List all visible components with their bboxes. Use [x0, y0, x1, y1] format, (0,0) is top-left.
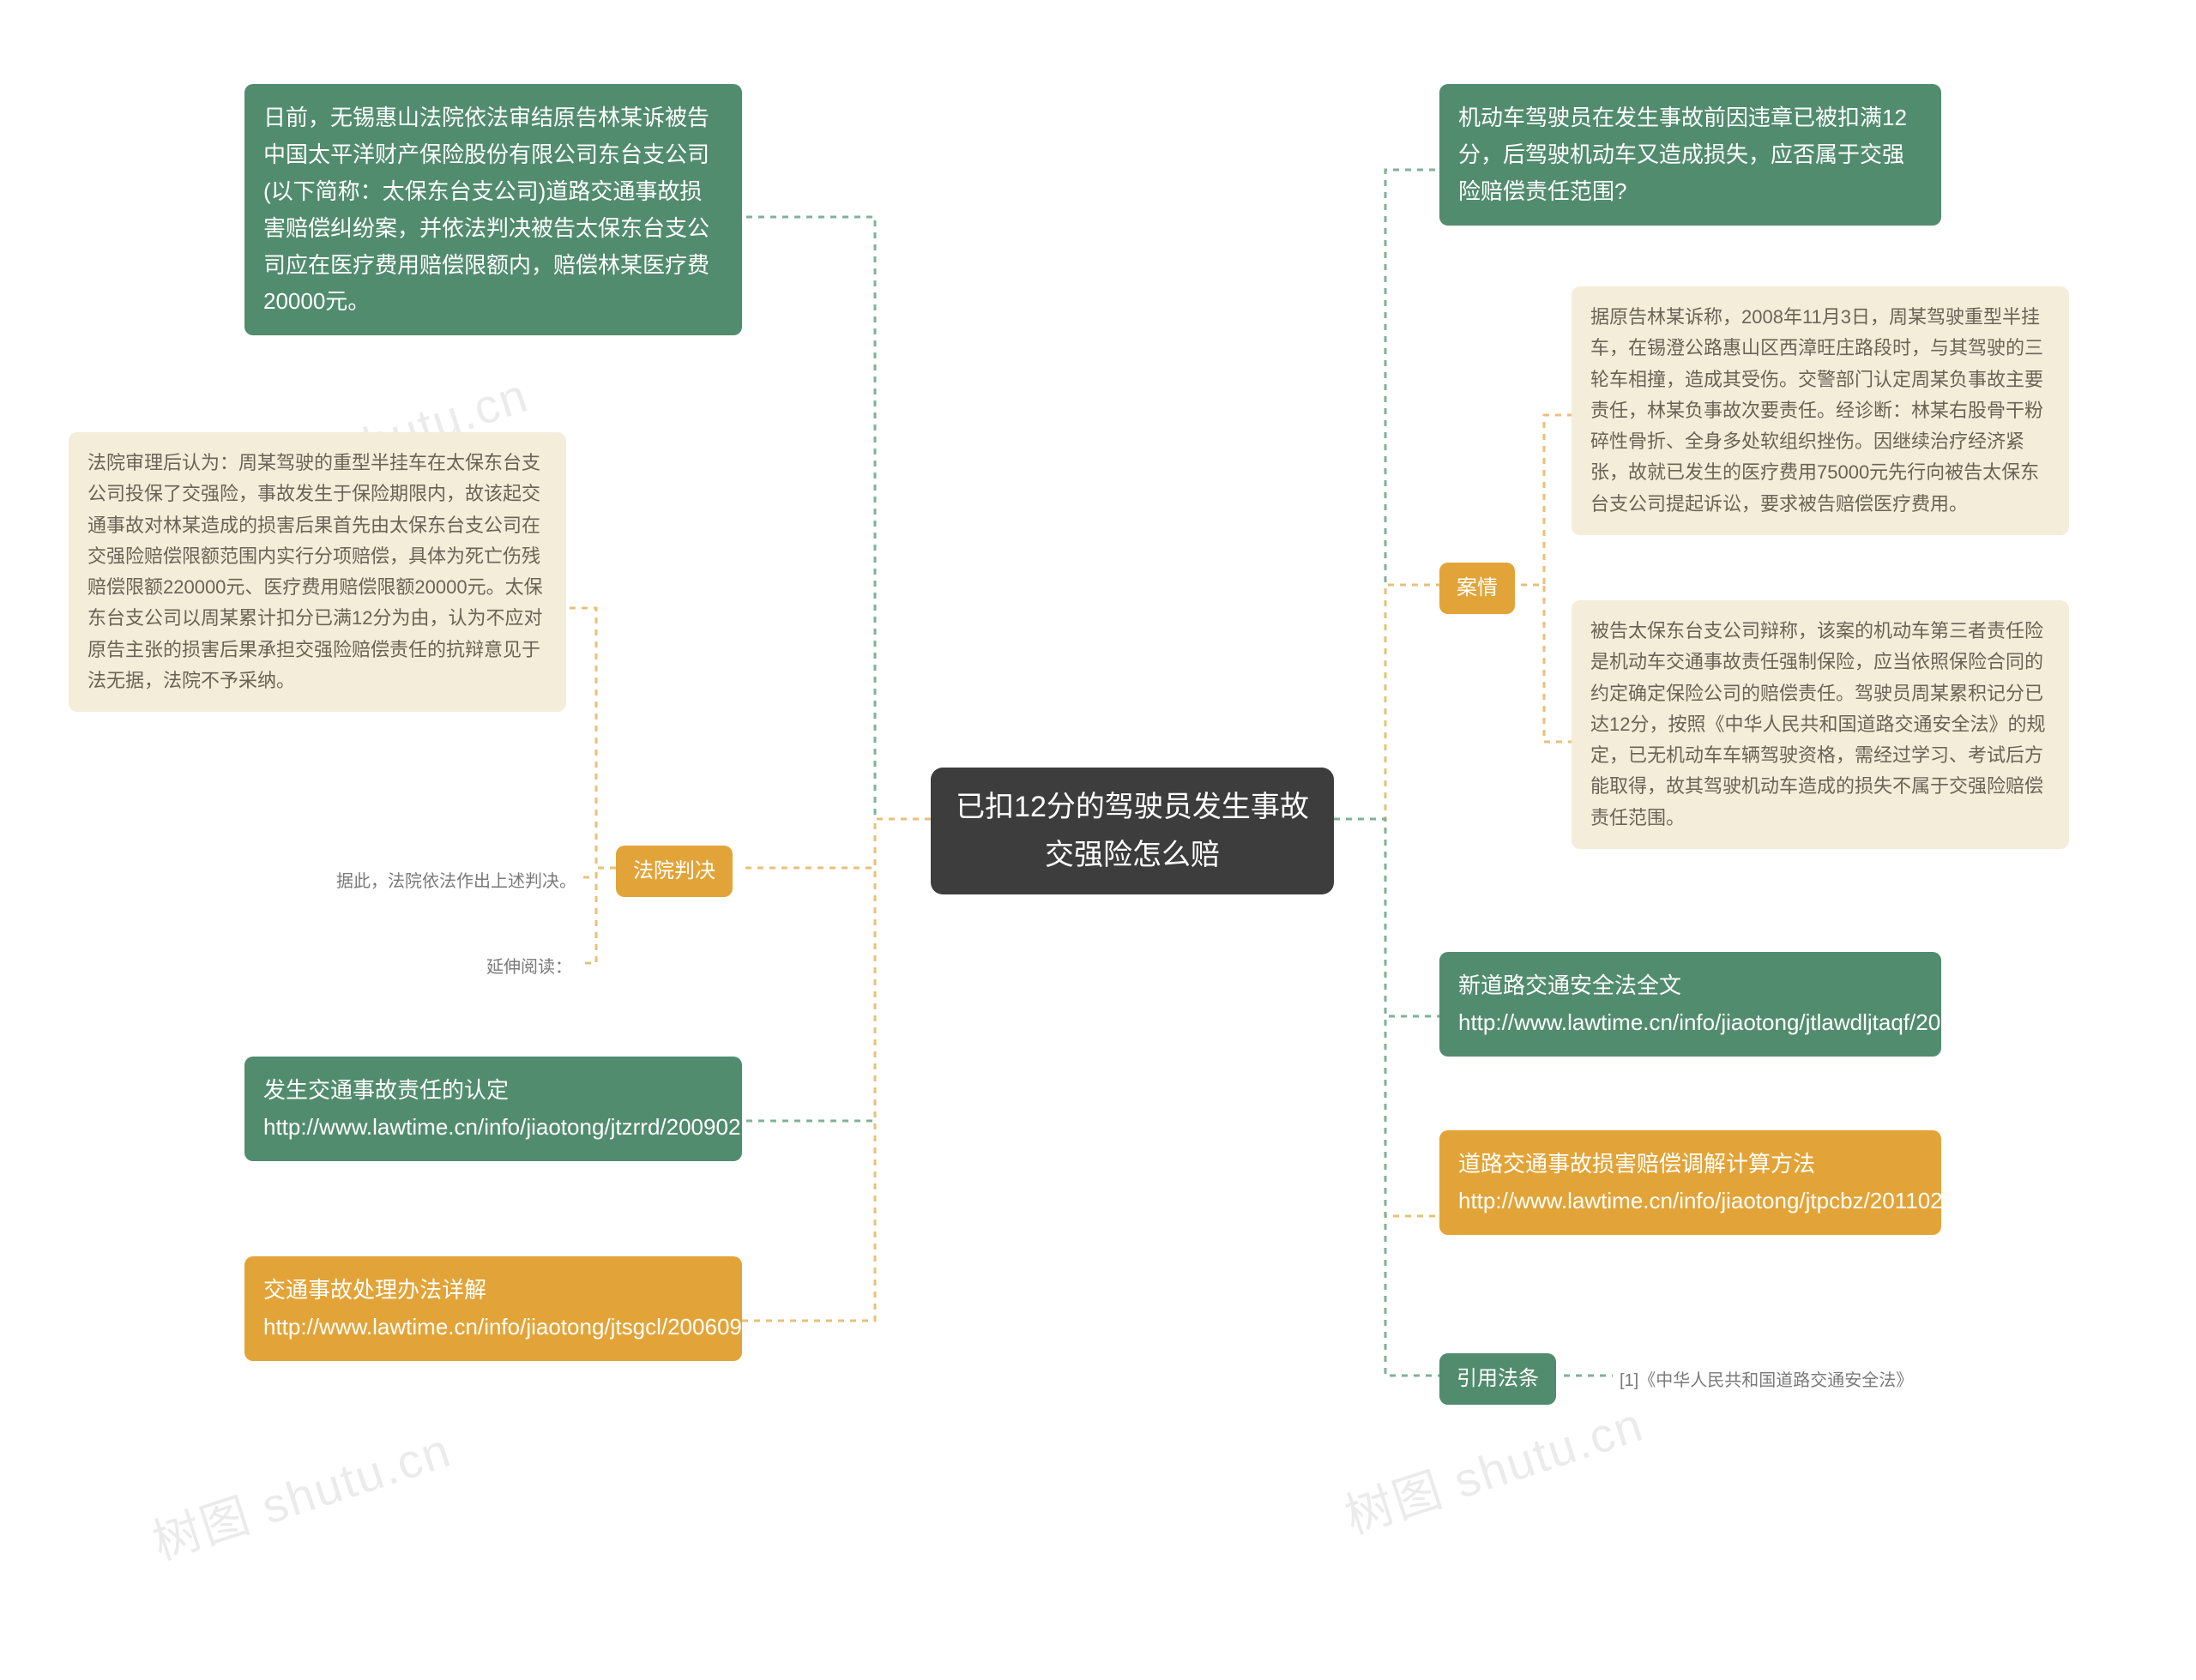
center-node[interactable]: 已扣12分的驾驶员发生事故 交强险怎么赔: [931, 768, 1334, 894]
node-question[interactable]: 机动车驾驶员在发生事故前因违章已被扣满12分，后驾驶机动车又造成损失，应否属于交…: [1439, 84, 1941, 226]
node-verdict-conclusion: 据此，法院依法作出上述判决。: [317, 864, 583, 900]
watermark: 树图 shutu.cn: [1335, 1386, 1651, 1548]
node-case-label[interactable]: 案情: [1439, 563, 1515, 614]
node-link-handling[interactable]: 交通事故处理办法详解http://www.lawtime.cn/info/jia…: [244, 1256, 742, 1361]
node-citation-label[interactable]: 引用法条: [1439, 1353, 1556, 1405]
node-verdict-detail[interactable]: 法院审理后认为：周某驾驶的重型半挂车在太保东台支公司投保了交强险，事故发生于保险…: [69, 432, 566, 712]
node-verdict-label[interactable]: 法院判决: [616, 846, 733, 897]
node-link-liability[interactable]: 发生交通事故责任的认定http://www.lawtime.cn/info/ji…: [244, 1057, 742, 1161]
node-further-reading-label: 延伸阅读：: [476, 950, 579, 985]
node-citation-text: [1]《中华人民共和国道路交通安全法》: [1613, 1364, 1973, 1399]
node-case-defendant[interactable]: 被告太保东台支公司辩称，该案的机动车第三者责任险是机动车交通事故责任强制保险，应…: [1572, 600, 2069, 849]
node-case-plaintiff[interactable]: 据原告林某诉称，2008年11月3日，周某驾驶重型半挂车，在锡澄公路惠山区西漳旺…: [1572, 286, 2069, 535]
node-link-compensation[interactable]: 道路交通事故损害赔偿调解计算方法http://www.lawtime.cn/in…: [1439, 1130, 1941, 1235]
node-link-trafficlaw[interactable]: 新道路交通安全法全文http://www.lawtime.cn/info/jia…: [1439, 952, 1941, 1057]
node-summary[interactable]: 日前，无锡惠山法院依法审结原告林某诉被告中国太平洋财产保险股份有限公司东台支公司…: [244, 84, 742, 335]
watermark: 树图 shutu.cn: [142, 1412, 459, 1574]
